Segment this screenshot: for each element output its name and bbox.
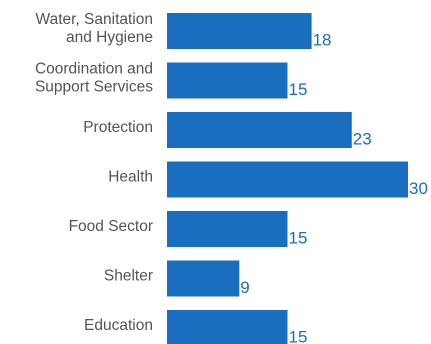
category-label-protection: Protection	[83, 119, 153, 136]
value-label-food-sector: 15	[289, 228, 308, 247]
value-label-education: 15	[289, 327, 308, 344]
bars-layer	[167, 13, 408, 344]
bar-protection	[167, 112, 352, 148]
value-label-protection: 23	[353, 129, 372, 148]
bar-health	[167, 161, 408, 198]
bar-water-sanitation-and-hygiene	[167, 13, 312, 49]
value-label-water-sanitation-and-hygiene: 18	[313, 30, 332, 49]
category-label-shelter: Shelter	[104, 268, 153, 285]
category-label-health: Health	[108, 169, 153, 186]
category-labels-layer: Water, Sanitation and Hygiene Coordination…	[35, 11, 153, 334]
category-label-food-sector: Food Sector	[69, 218, 153, 235]
value-label-health: 30	[409, 179, 428, 198]
value-labels-layer: 18 15 23 30 15 9 15	[240, 30, 428, 344]
category-label-education: Education	[84, 317, 153, 334]
value-label-shelter: 9	[240, 278, 249, 297]
bar-coordination-and-support-services	[167, 62, 288, 99]
bar-education	[167, 310, 288, 344]
category-label-coordination-and-support-services: Coordination and Support Services	[35, 61, 153, 96]
bar-food-sector	[167, 211, 288, 247]
bar-shelter	[167, 260, 240, 297]
value-label-coordination-and-support-services: 15	[289, 80, 308, 99]
category-label-water-sanitation-and-hygiene: Water, Sanitation and Hygiene	[36, 11, 153, 46]
